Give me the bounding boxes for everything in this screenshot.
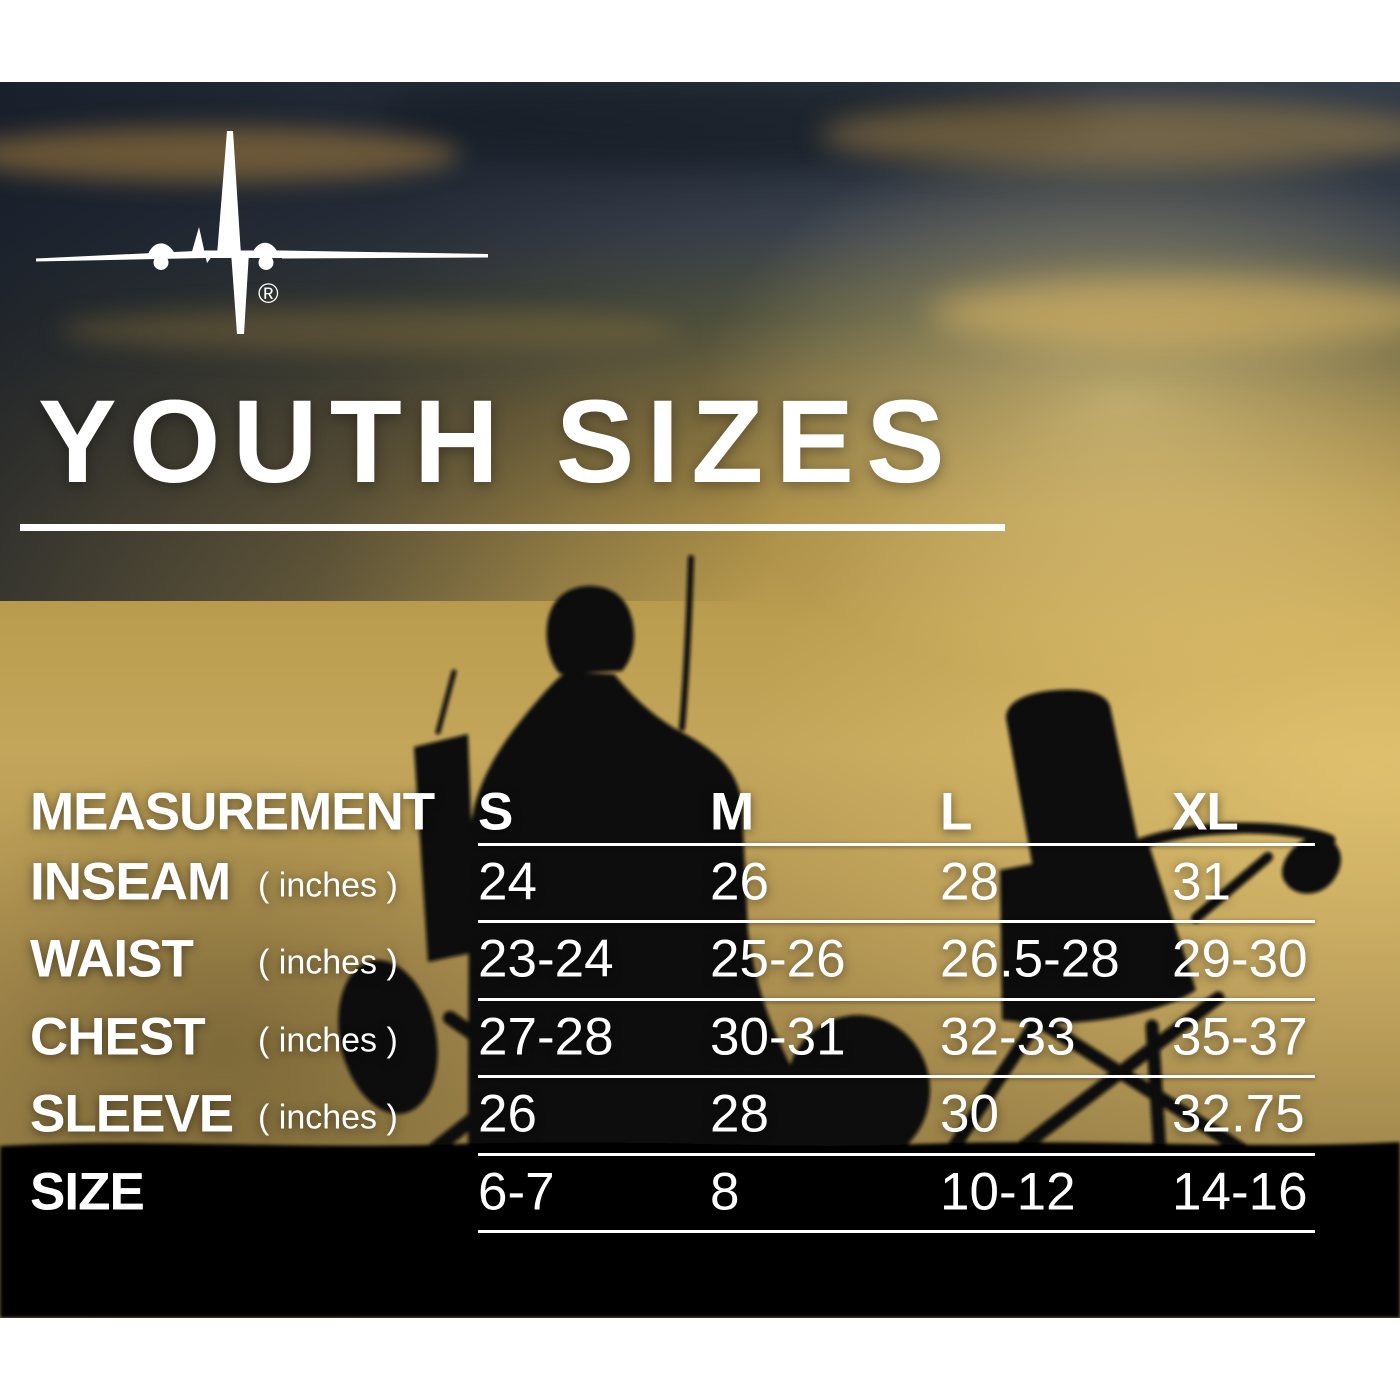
table-row-waist: WAIST ( inches ) 23-24 25-26 26.5-28 29-… bbox=[30, 920, 1375, 997]
cell-value: 24 bbox=[478, 852, 537, 911]
cell-value: 32.75 bbox=[1172, 1084, 1305, 1143]
cell-value: 27-28 bbox=[478, 1007, 614, 1066]
cell-value: 26.5-28 bbox=[940, 929, 1120, 988]
row-label: INSEAM bbox=[30, 852, 231, 911]
cell-value: 31 bbox=[1172, 852, 1231, 911]
right-chair-back-silhouette bbox=[1006, 689, 1140, 874]
cell-value: 35-37 bbox=[1172, 1007, 1308, 1066]
table-rule bbox=[478, 843, 1315, 846]
gold-light-streak bbox=[820, 100, 1400, 170]
cell-value: 28 bbox=[710, 1084, 769, 1143]
cell-value: 25-26 bbox=[710, 929, 846, 988]
table-rule bbox=[478, 1153, 1315, 1156]
cell-value: 8 bbox=[710, 1162, 740, 1221]
lake-sunset-photo bbox=[0, 82, 1400, 1318]
row-unit: ( inches ) bbox=[258, 942, 398, 981]
cell-value: 6-7 bbox=[478, 1162, 555, 1221]
table-row-chest: CHEST ( inches ) 27-28 30-31 32-33 35-37 bbox=[30, 998, 1375, 1075]
title-underline bbox=[20, 524, 1005, 531]
table-rule bbox=[478, 920, 1315, 923]
fishing-rod-tip-silhouette bbox=[435, 669, 457, 735]
column-header-l: L bbox=[940, 782, 972, 842]
cell-value: 23-24 bbox=[478, 929, 614, 988]
row-label: CHEST bbox=[30, 1007, 206, 1066]
table-rule bbox=[478, 1075, 1315, 1078]
registered-mark: ® bbox=[258, 278, 279, 309]
table-rule bbox=[478, 998, 1315, 1001]
gear-bag-silhouette bbox=[338, 960, 438, 1114]
table-row-inseam: INSEAM ( inches ) 24 26 28 31 bbox=[30, 843, 1375, 920]
table-row-size: SIZE 6-7 8 10-12 14-16 bbox=[30, 1153, 1375, 1230]
column-header-m: M bbox=[710, 782, 754, 842]
gold-light-streak bbox=[930, 277, 1400, 349]
cell-value: 26 bbox=[710, 852, 769, 911]
column-header-measurement: MEASUREMENT bbox=[30, 782, 435, 842]
row-label: SLEEVE bbox=[30, 1084, 234, 1143]
left-chair-legs-silhouette bbox=[429, 955, 649, 1157]
left-angler-head-silhouette bbox=[546, 585, 635, 674]
cell-value: 26 bbox=[478, 1084, 537, 1143]
table-header-row: MEASUREMENT S M L XL bbox=[30, 782, 1375, 842]
cell-value: 29-30 bbox=[1172, 929, 1308, 988]
cooler-silhouette bbox=[786, 1015, 930, 1165]
table-rule bbox=[478, 1230, 1315, 1233]
row-unit: ( inches ) bbox=[258, 865, 398, 904]
cell-value: 28 bbox=[940, 852, 999, 911]
column-header-xl: XL bbox=[1172, 782, 1239, 842]
row-label: SIZE bbox=[30, 1162, 145, 1221]
youth-size-table: MEASUREMENT S M L XL INSEAM ( inches ) 2… bbox=[30, 783, 1375, 1243]
dark-cloud-streak bbox=[380, 82, 1100, 167]
table-row-sleeve: SLEEVE ( inches ) 26 28 30 32.75 bbox=[30, 1075, 1375, 1152]
cell-value: 30 bbox=[940, 1084, 999, 1143]
cell-value: 32-33 bbox=[940, 1007, 1076, 1066]
cell-value: 14-16 bbox=[1172, 1162, 1308, 1221]
cell-value: 30-31 bbox=[710, 1007, 846, 1066]
cell-value: 10-12 bbox=[940, 1162, 1076, 1221]
heartbeat-logo-icon: ® bbox=[36, 131, 488, 334]
fishing-rod-silhouette bbox=[679, 555, 694, 731]
row-unit: ( inches ) bbox=[258, 1097, 398, 1136]
column-header-s: S bbox=[478, 782, 513, 842]
right-chair-cupholder-silhouette bbox=[1282, 834, 1341, 894]
gold-light-streak bbox=[60, 307, 680, 353]
row-label: WAIST bbox=[30, 929, 194, 988]
right-chair-strut-silhouette bbox=[1191, 852, 1273, 923]
right-chair-seat-silhouette bbox=[1000, 842, 1196, 1024]
page-title: YOUTH SIZES bbox=[38, 376, 957, 508]
row-unit: ( inches ) bbox=[258, 1020, 398, 1059]
left-chair-back-silhouette bbox=[414, 734, 476, 962]
